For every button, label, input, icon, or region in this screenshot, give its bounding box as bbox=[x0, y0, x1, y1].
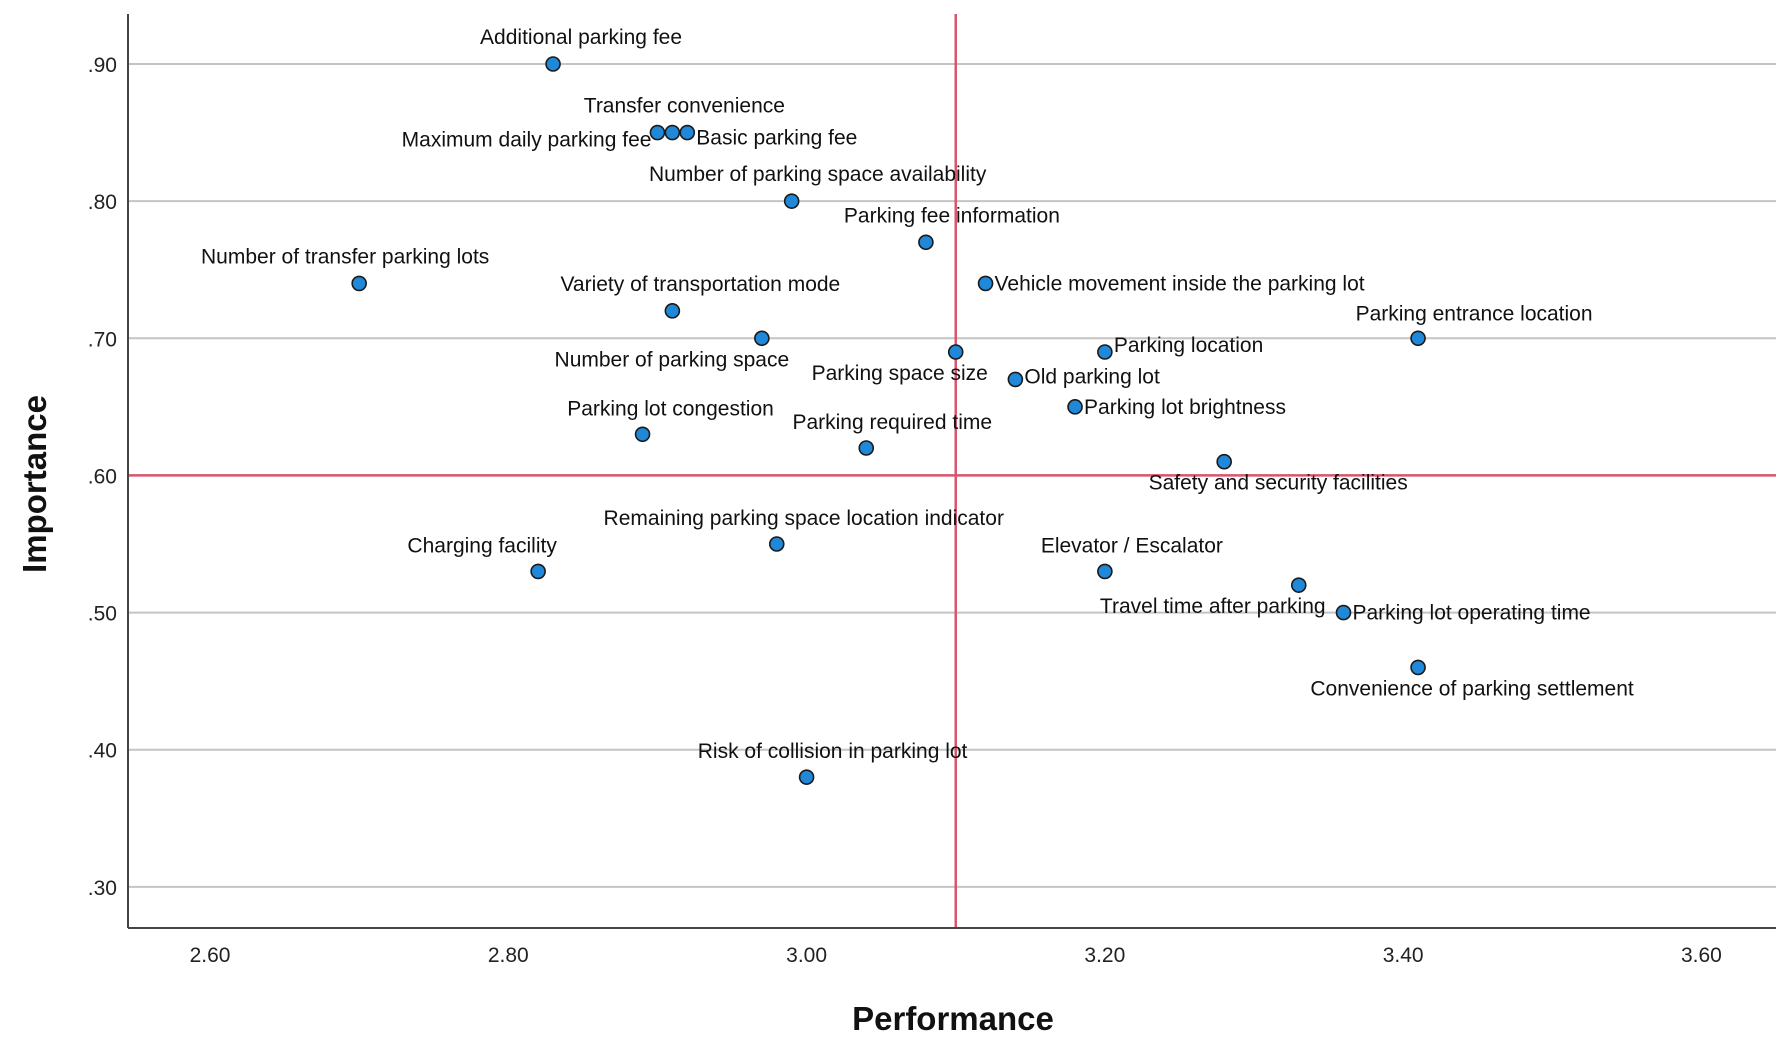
data-point bbox=[664, 303, 681, 319]
point-label: Parking location bbox=[1114, 334, 1263, 357]
point-label: Risk of collision in parking lot bbox=[698, 740, 968, 763]
point-labels: Additional parking fee Transfer convenien… bbox=[201, 26, 1634, 763]
point-label: Variety of transportation mode bbox=[560, 273, 840, 296]
point-label: Parking fee information bbox=[844, 204, 1060, 227]
point-label: Parking required time bbox=[792, 411, 992, 434]
point-label: Additional parking fee bbox=[480, 26, 682, 49]
data-point bbox=[947, 344, 964, 360]
point-label: Parking lot brightness bbox=[1084, 396, 1286, 419]
tick-labels: .30 .40 .50 .60 .70 .80 .90 2.60 2.80 3.00 3.20 3.4… bbox=[88, 54, 1722, 967]
reference-lines bbox=[128, 14, 1776, 928]
point-label: Remaining parking space location indicat… bbox=[604, 507, 1004, 530]
point-label: Old parking lot bbox=[1024, 365, 1160, 388]
data-point bbox=[634, 426, 651, 443]
x-tick-label: 3.00 bbox=[786, 944, 827, 967]
point-label: Number of transfer parking lots bbox=[201, 245, 489, 268]
data-point bbox=[1216, 453, 1232, 470]
point-label: Charging facility bbox=[407, 534, 557, 557]
point-label: Parking lot operating time bbox=[1352, 602, 1590, 625]
x-tick-label: 3.60 bbox=[1681, 944, 1722, 967]
x-tick-label: 3.20 bbox=[1084, 944, 1125, 967]
point-label: Number of parking space bbox=[555, 348, 790, 371]
data-point bbox=[351, 275, 367, 292]
y-tick-label: .90 bbox=[88, 54, 117, 77]
x-tick-label: 2.80 bbox=[488, 944, 529, 967]
y-tick-label: .30 bbox=[88, 877, 117, 900]
point-label: Travel time after parking bbox=[1100, 595, 1326, 618]
data-point bbox=[1290, 577, 1307, 593]
data-point bbox=[1097, 344, 1113, 360]
y-tick-label: .50 bbox=[88, 603, 117, 626]
point-label: Maximum daily parking fee bbox=[402, 129, 652, 152]
y-tick-label: .70 bbox=[88, 328, 117, 351]
data-point bbox=[783, 193, 800, 209]
point-label: Safety and security facilities bbox=[1149, 472, 1408, 495]
data-point bbox=[858, 440, 875, 456]
point-label: Transfer convenience bbox=[584, 95, 785, 118]
point-label: Basic parking fee bbox=[696, 127, 857, 150]
y-tick-label: .60 bbox=[88, 465, 117, 488]
point-label: Parking entrance location bbox=[1356, 302, 1593, 325]
x-tick-label: 2.60 bbox=[190, 944, 231, 967]
data-point bbox=[977, 275, 994, 292]
data-point bbox=[1335, 604, 1352, 621]
data-point bbox=[649, 124, 666, 141]
data-point bbox=[530, 563, 546, 580]
data-point bbox=[545, 56, 561, 72]
y-axis-title: Importance bbox=[16, 395, 53, 573]
y-tick-label: .40 bbox=[88, 740, 117, 763]
point-label: Parking lot congestion bbox=[567, 397, 774, 420]
point-label: Elevator / Escalator bbox=[1041, 534, 1223, 557]
point-label: Convenience of parking settlement bbox=[1310, 677, 1634, 700]
y-tick-label: .80 bbox=[88, 191, 117, 214]
data-point bbox=[798, 769, 815, 785]
x-axis-title: Performance bbox=[852, 1000, 1054, 1037]
point-label: Parking space size bbox=[812, 362, 988, 385]
data-point bbox=[1067, 399, 1083, 415]
data-point bbox=[918, 234, 934, 251]
data-points bbox=[351, 56, 1426, 785]
data-point bbox=[1097, 563, 1113, 580]
data-point bbox=[1410, 330, 1426, 347]
point-label: Vehicle movement inside the parking lot bbox=[995, 272, 1365, 295]
data-point bbox=[679, 124, 696, 141]
data-point bbox=[664, 124, 681, 141]
point-label: Number of parking space availability bbox=[649, 163, 987, 186]
data-point bbox=[768, 536, 785, 552]
data-point bbox=[1007, 371, 1024, 388]
x-tick-label: 3.40 bbox=[1383, 944, 1424, 967]
data-point bbox=[754, 330, 770, 347]
data-point bbox=[1410, 659, 1426, 676]
axes bbox=[127, 14, 1776, 929]
